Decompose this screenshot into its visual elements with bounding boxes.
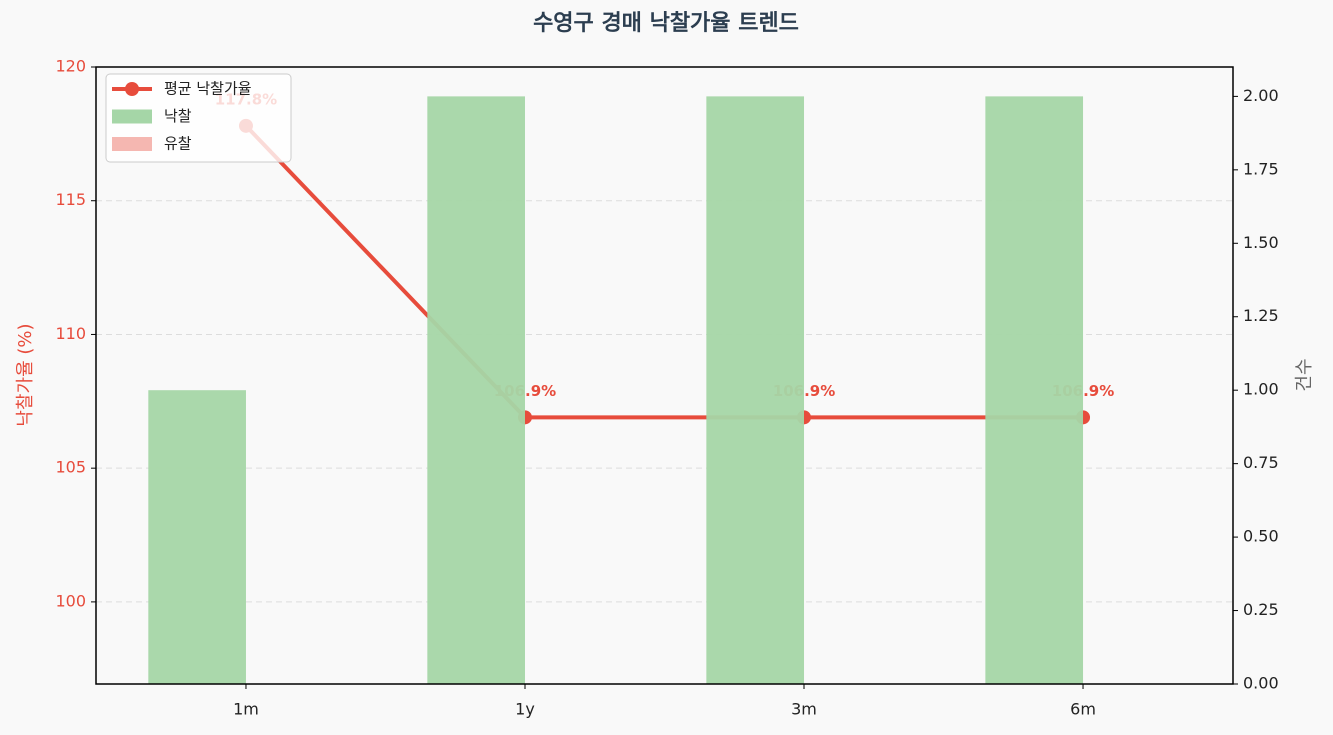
y2-tick-label: 2.00 — [1243, 86, 1279, 105]
y-tick-label: 120 — [55, 57, 86, 76]
legend-swatch — [112, 109, 152, 124]
y2-tick-label: 0.50 — [1243, 527, 1279, 546]
legend-swatch — [112, 137, 152, 151]
x-tick-label: 1y — [515, 700, 535, 719]
y2-tick-label: 1.00 — [1243, 380, 1279, 399]
x-tick-label: 6m — [1070, 700, 1096, 719]
legend-marker — [125, 82, 139, 96]
bar — [706, 96, 805, 684]
y-tick-label: 115 — [55, 190, 86, 209]
y2-axis-label: 건수 — [1294, 358, 1315, 391]
legend-box — [105, 73, 292, 163]
y2-tick-label: 0.00 — [1243, 674, 1279, 693]
plot-frame — [95, 66, 1234, 685]
y2-tick-label: 1.50 — [1243, 233, 1279, 252]
bar — [148, 390, 246, 684]
line — [244, 124, 1084, 420]
y-tick-label: 100 — [55, 591, 86, 610]
bar — [985, 96, 1084, 684]
legend-label: 낙찰 — [164, 107, 192, 125]
legend-label: 유찰 — [164, 135, 192, 153]
y2-tick-label: 0.25 — [1243, 600, 1279, 619]
x-tick-label: 1m — [233, 700, 259, 719]
y2-tick-label: 0.75 — [1243, 453, 1279, 472]
bar — [427, 96, 525, 684]
y-tick-label: 105 — [55, 458, 86, 477]
x-tick-label: 3m — [791, 700, 817, 719]
chart-title: 수영구 경매 낙찰가율 트렌드 — [533, 11, 799, 36]
y-tick-label: 110 — [55, 324, 86, 343]
y-axis-label: 낙찰가율 (%) — [15, 323, 36, 426]
legend-label: 평균 낙찰가율 — [164, 80, 252, 98]
y2-tick-label: 1.75 — [1243, 159, 1279, 178]
y2-tick-label: 1.25 — [1243, 306, 1279, 325]
